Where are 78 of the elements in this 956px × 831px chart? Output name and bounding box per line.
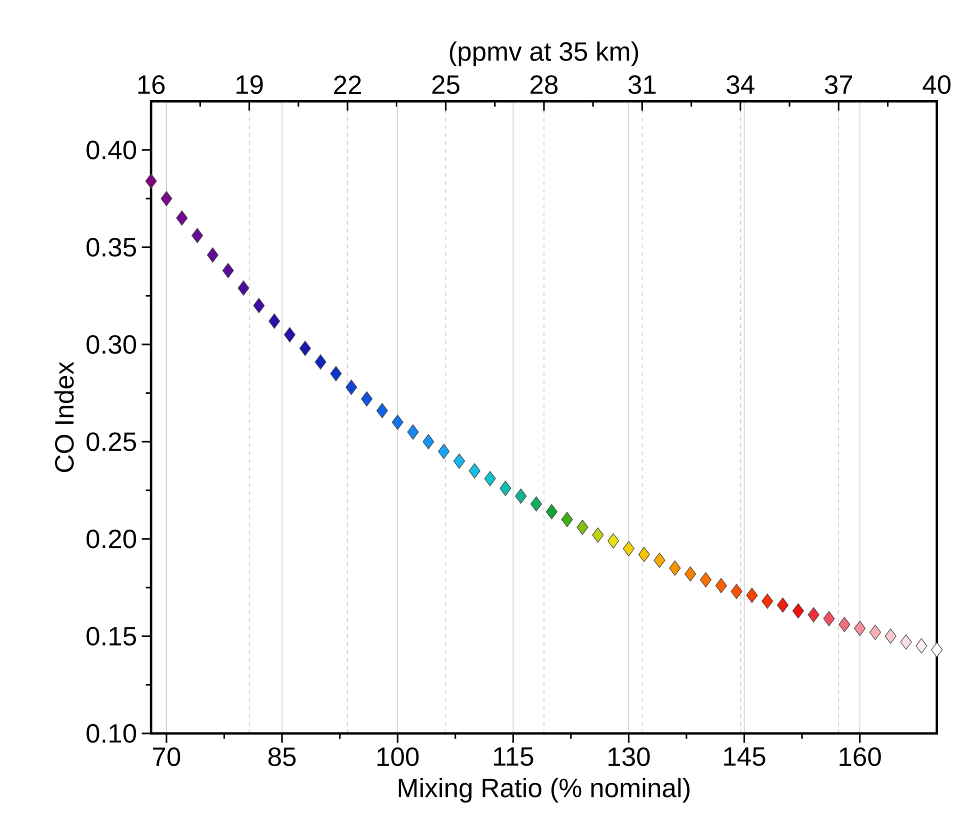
point [330, 366, 342, 382]
x-tick-label: 115 [494, 747, 534, 766]
x2-tick-label: 22 [334, 76, 361, 94]
point [407, 424, 419, 440]
x2-tick-label: 34 [726, 75, 754, 94]
point [916, 638, 928, 654]
x2-tick-label: 19 [236, 75, 263, 94]
point [730, 584, 742, 600]
x2-tick-label: 31 [628, 75, 656, 94]
point [746, 588, 758, 604]
point [160, 191, 172, 206]
y-tick-label: 0.25 [86, 432, 136, 452]
point [314, 354, 326, 370]
point [931, 642, 943, 658]
point [360, 391, 373, 407]
point [438, 444, 450, 460]
point [145, 174, 157, 189]
point [700, 572, 712, 588]
point [654, 552, 666, 568]
point [284, 327, 296, 342]
point [376, 403, 388, 418]
point [838, 616, 850, 632]
point [500, 480, 512, 496]
x2-tick-label: 37 [824, 75, 852, 94]
y-tick-label: 0.35 [86, 238, 136, 257]
x2-tick-label: 25 [432, 75, 460, 94]
point [268, 314, 280, 329]
point [607, 533, 620, 549]
point [515, 488, 527, 504]
y-tick-label: 0.10 [86, 724, 136, 743]
point [684, 566, 696, 582]
point [546, 504, 558, 520]
point [638, 546, 650, 562]
point [561, 512, 573, 528]
point [191, 228, 204, 244]
x-tick-label: 70 [153, 747, 180, 766]
point [622, 541, 634, 556]
x-tick-label: 145 [724, 747, 766, 766]
point [762, 594, 774, 609]
y-tick-label: 0.20 [86, 530, 136, 548]
point [669, 560, 681, 576]
x2-tick-label: 28 [530, 75, 558, 94]
point [484, 471, 496, 486]
point [854, 620, 866, 636]
point [392, 414, 404, 430]
point [900, 634, 912, 650]
x2-tick-label: 40 [922, 75, 951, 94]
x-tick-label: 100 [377, 747, 419, 766]
x2-axis-title: (ppmv at 35 km) [450, 42, 638, 66]
point [468, 463, 480, 479]
point [253, 298, 265, 314]
point [715, 578, 727, 594]
point [869, 624, 882, 640]
point [530, 496, 542, 512]
point [792, 603, 804, 619]
point [776, 598, 789, 613]
x-tick-label: 130 [608, 747, 650, 766]
point [823, 611, 835, 626]
point [592, 528, 604, 543]
y-axis-title: CO Index [54, 362, 74, 472]
point [222, 263, 234, 278]
point [576, 520, 588, 535]
point [346, 380, 358, 395]
point [884, 628, 896, 644]
point [808, 607, 820, 622]
y-tick-label: 0.30 [86, 335, 136, 354]
x2-tick-label: 16 [138, 75, 165, 94]
point [176, 210, 188, 226]
point [453, 454, 466, 469]
x-tick-label: 160 [840, 747, 881, 766]
y-tick-label: 0.40 [86, 140, 136, 160]
point [422, 434, 434, 450]
y-tick-label: 0.15 [86, 626, 136, 646]
point [206, 247, 218, 263]
point [299, 340, 311, 356]
x-axis-title: Mixing Ratio (% nominal) [398, 778, 690, 803]
x-tick-label: 85 [268, 747, 296, 766]
point [238, 280, 250, 296]
